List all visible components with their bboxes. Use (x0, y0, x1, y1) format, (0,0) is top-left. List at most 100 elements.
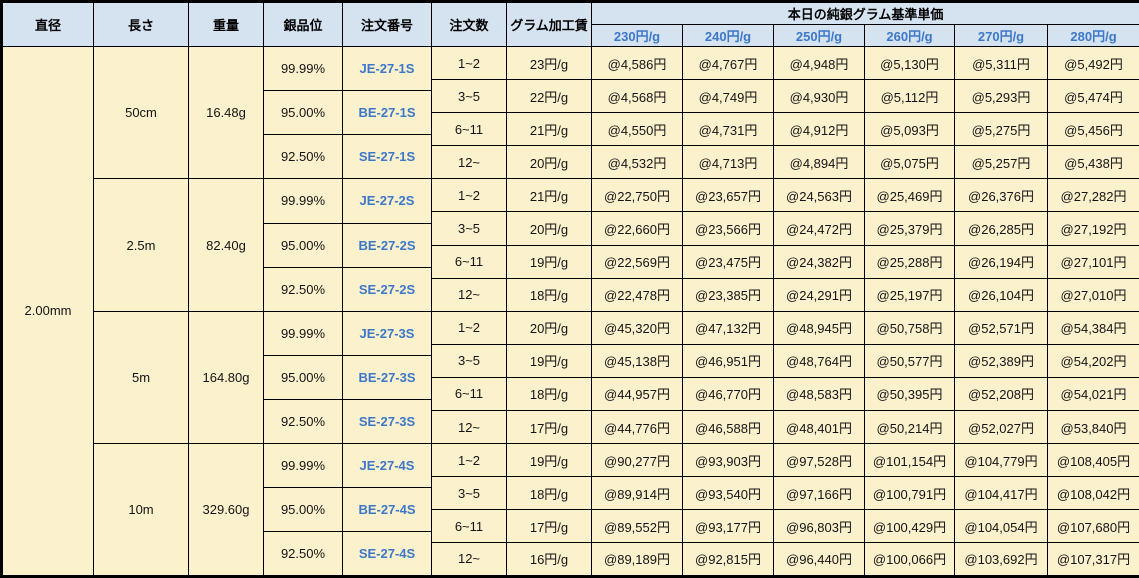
price-cell: @92,815円 (683, 543, 774, 576)
price-cell: @4,568円 (592, 80, 683, 113)
purity-cell: 92.50% (264, 135, 343, 179)
price-cell: @26,104円 (955, 278, 1048, 311)
order-qty-cell: 1~2 (432, 47, 507, 80)
price-cell: @4,767円 (683, 47, 774, 80)
purity-cell: 99.99% (264, 444, 343, 488)
price-cell: @26,376円 (955, 179, 1048, 212)
weight-cell: 164.80g (189, 311, 264, 443)
purity-cell: 99.99% (264, 47, 343, 91)
price-cell: @27,101円 (1048, 245, 1139, 278)
length-cell: 5m (94, 311, 189, 443)
price-cell: @97,528円 (774, 444, 865, 477)
price-cell: @100,429円 (865, 510, 955, 543)
order-qty-cell: 1~2 (432, 179, 507, 212)
price-col-header-280: 280円/g (1048, 25, 1139, 47)
price-cell: @22,478円 (592, 278, 683, 311)
price-cell: @5,112円 (865, 80, 955, 113)
diameter-cell: 2.00mm (2, 47, 94, 577)
order-number-cell: BE-27-4S (343, 488, 432, 532)
price-cell: @104,779円 (955, 444, 1048, 477)
gram-fee-cell: 20円/g (507, 311, 592, 344)
purity-cell: 95.00% (264, 488, 343, 532)
weight-cell: 329.60g (189, 444, 264, 576)
price-cell: @50,395円 (865, 377, 955, 410)
gram-fee-cell: 18円/g (507, 477, 592, 510)
weight-cell: 82.40g (189, 179, 264, 311)
price-cell: @25,197円 (865, 278, 955, 311)
price-cell: @54,021円 (1048, 377, 1139, 410)
order-qty-cell: 3~5 (432, 344, 507, 377)
col-header-order-quantity: 注文数 (432, 2, 507, 47)
price-cell: @44,957円 (592, 377, 683, 410)
gram-fee-cell: 19円/g (507, 344, 592, 377)
price-cell: @4,930円 (774, 80, 865, 113)
col-header-gram-fee: グラム加工賃 (507, 2, 592, 47)
price-cell: @96,440円 (774, 543, 865, 576)
price-cell: @5,257円 (955, 146, 1048, 179)
price-cell: @5,093円 (865, 113, 955, 146)
price-cell: @93,540円 (683, 477, 774, 510)
order-number-cell: BE-27-1S (343, 91, 432, 135)
purity-cell: 92.50% (264, 400, 343, 444)
gram-fee-cell: 19円/g (507, 245, 592, 278)
price-col-header-230: 230円/g (592, 25, 683, 47)
price-cell: @52,571円 (955, 311, 1048, 344)
order-number-cell: JE-27-3S (343, 311, 432, 355)
order-number-cell: BE-27-3S (343, 355, 432, 399)
price-cell: @52,208円 (955, 377, 1048, 410)
price-cell: @89,189円 (592, 543, 683, 576)
price-cell: @52,027円 (955, 411, 1048, 444)
price-cell: @4,912円 (774, 113, 865, 146)
order-qty-cell: 1~2 (432, 311, 507, 344)
price-cell: @46,770円 (683, 377, 774, 410)
price-cell: @22,660円 (592, 212, 683, 245)
gram-fee-cell: 21円/g (507, 113, 592, 146)
order-number-cell: BE-27-2S (343, 223, 432, 267)
price-cell: @22,750円 (592, 179, 683, 212)
price-cell: @89,914円 (592, 477, 683, 510)
price-cell: @4,550円 (592, 113, 683, 146)
price-cell: @5,456円 (1048, 113, 1139, 146)
length-cell: 50cm (94, 47, 189, 179)
price-cell: @5,311円 (955, 47, 1048, 80)
price-cell: @23,657円 (683, 179, 774, 212)
purity-cell: 99.99% (264, 179, 343, 223)
price-cell: @4,749円 (683, 80, 774, 113)
price-col-header-240: 240円/g (683, 25, 774, 47)
price-cell: @108,405円 (1048, 444, 1139, 477)
col-header-length: 長さ (94, 2, 189, 47)
price-cell: @46,588円 (683, 411, 774, 444)
order-qty-cell: 12~ (432, 543, 507, 576)
price-cell: @101,154円 (865, 444, 955, 477)
price-cell: @4,532円 (592, 146, 683, 179)
col-header-order-number: 注文番号 (343, 2, 432, 47)
price-cell: @25,288円 (865, 245, 955, 278)
price-cell: @93,903円 (683, 444, 774, 477)
price-cell: @5,438円 (1048, 146, 1139, 179)
price-cell: @5,492円 (1048, 47, 1139, 80)
price-cell: @48,764円 (774, 344, 865, 377)
price-cell: @104,417円 (955, 477, 1048, 510)
price-col-header-250: 250円/g (774, 25, 865, 47)
gram-fee-cell: 18円/g (507, 278, 592, 311)
price-cell: @24,472円 (774, 212, 865, 245)
price-cell: @24,382円 (774, 245, 865, 278)
price-cell: @107,680円 (1048, 510, 1139, 543)
price-cell: @5,130円 (865, 47, 955, 80)
price-col-header-270: 270円/g (955, 25, 1048, 47)
price-cell: @27,010円 (1048, 278, 1139, 311)
price-cell: @45,320円 (592, 311, 683, 344)
order-number-cell: JE-27-1S (343, 47, 432, 91)
gram-fee-cell: 19円/g (507, 444, 592, 477)
order-qty-cell: 12~ (432, 278, 507, 311)
price-cell: @4,948円 (774, 47, 865, 80)
price-cell: @47,132円 (683, 311, 774, 344)
price-cell: @107,317円 (1048, 543, 1139, 576)
purity-cell: 99.99% (264, 311, 343, 355)
price-cell: @52,389円 (955, 344, 1048, 377)
price-cell: @103,692円 (955, 543, 1048, 576)
order-number-cell: SE-27-2S (343, 267, 432, 311)
gram-fee-cell: 17円/g (507, 411, 592, 444)
